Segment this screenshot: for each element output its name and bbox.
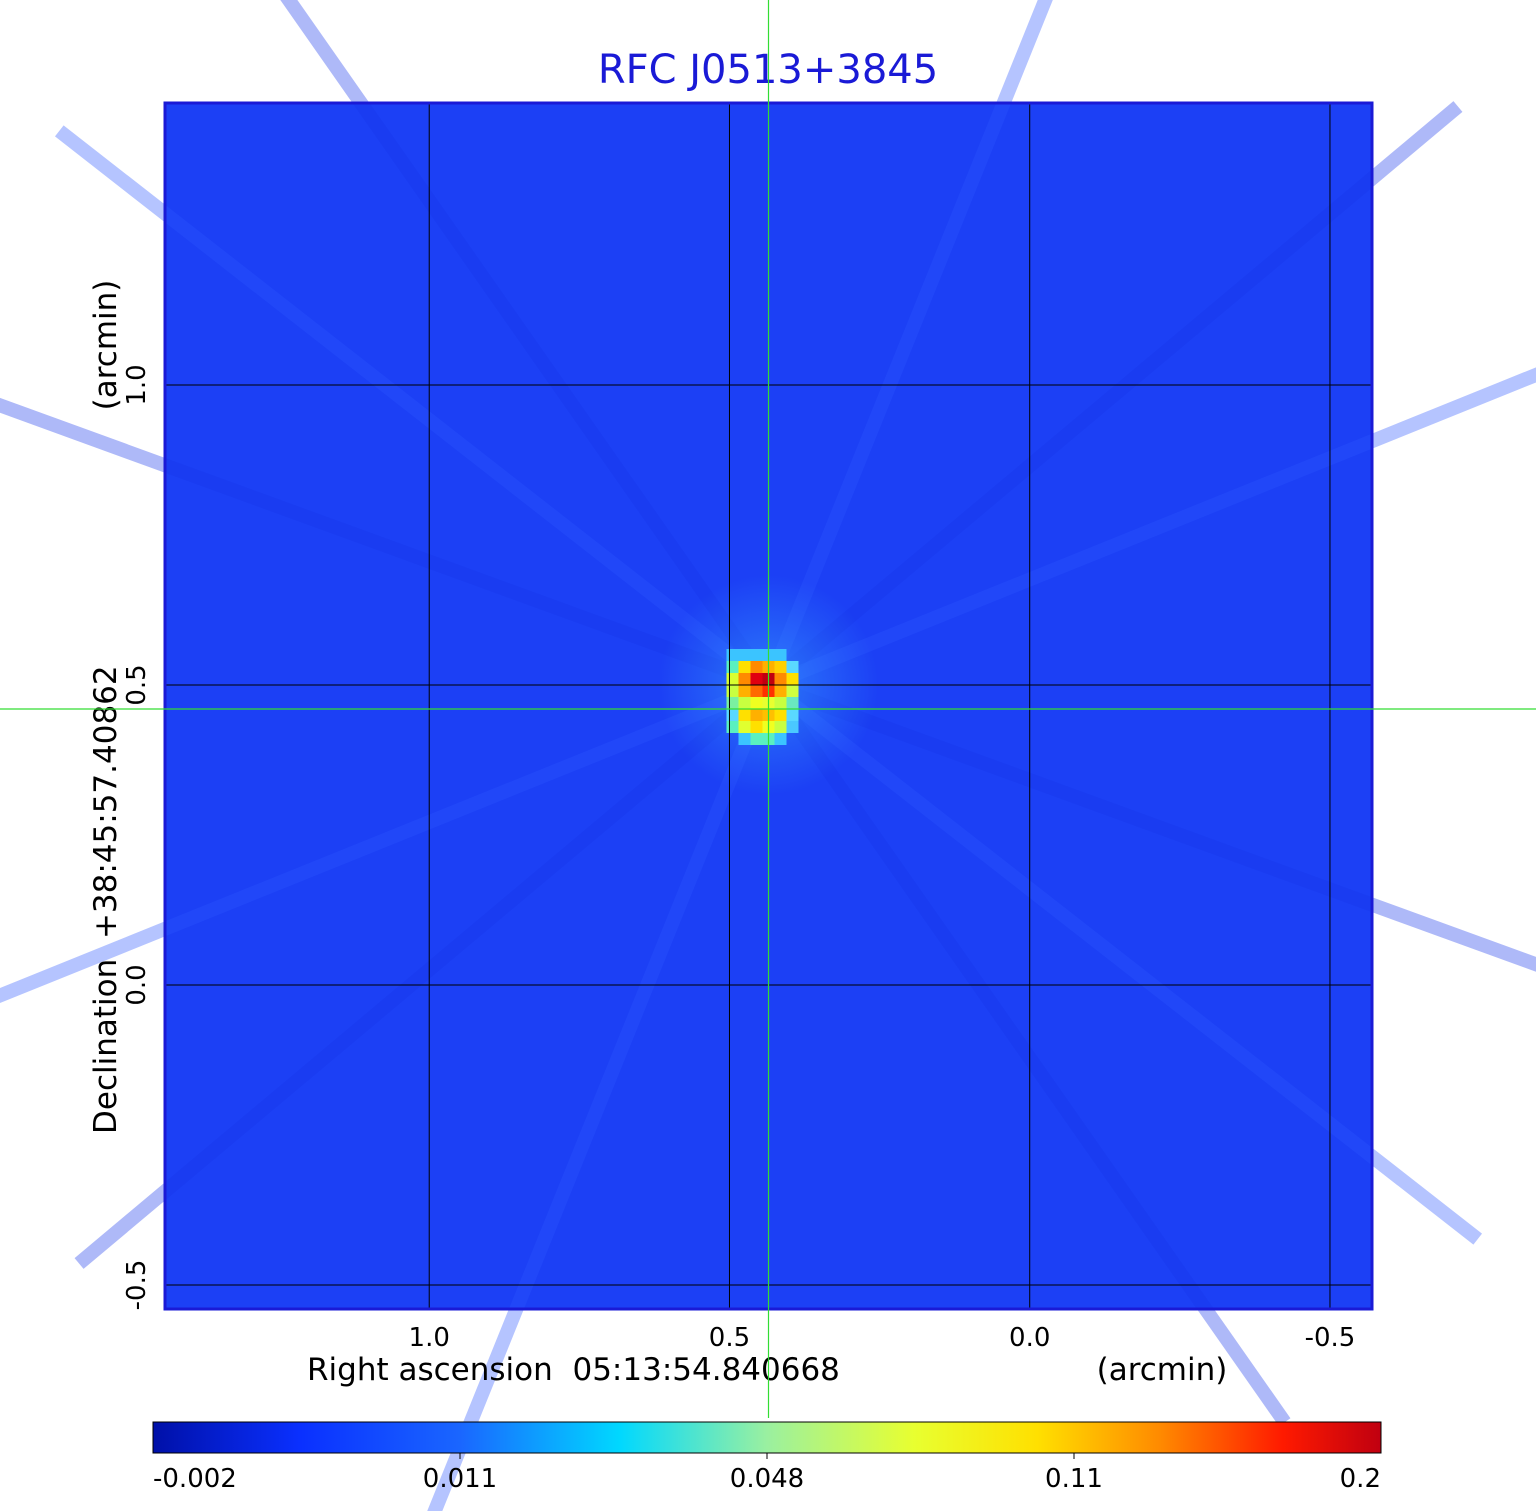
sidelobe-streak: [766, 678, 1536, 972]
sidelobe-streak: [54, 125, 773, 691]
y-tick-label: 0.0: [122, 964, 152, 1005]
sidelobe-streak: [764, 679, 1483, 1245]
source-pixel: [786, 697, 799, 709]
source-pixel: [738, 673, 751, 685]
source-pixel: [750, 649, 763, 661]
source-pixel: [738, 721, 751, 733]
sidelobe-streak: [764, 101, 1463, 691]
source-pixel: [750, 685, 763, 697]
source-pixel: [774, 661, 787, 673]
source-pixel: [786, 685, 799, 697]
colorbar-tick-label: 0.048: [730, 1464, 804, 1494]
source-pixel: [774, 733, 787, 745]
x-axis-unit: (arcmin): [1097, 1352, 1228, 1388]
source-pixel: [738, 709, 751, 721]
sidelobe-streak: [0, 397, 771, 692]
sidelobe-streak: [427, 682, 775, 1511]
source-pixel: [726, 697, 739, 709]
source-pixel: [750, 673, 763, 685]
x-tick-label: -0.5: [1305, 1323, 1356, 1353]
colorbar-tick-label: 0.2: [1340, 1464, 1381, 1494]
source-pixel: [750, 709, 763, 721]
radio-source: [726, 649, 799, 745]
y-tick-labels: 1.0 0.5 0.0 -0.5: [122, 364, 152, 1310]
y-tick-label: 1.0: [122, 364, 152, 405]
source-pixel: [750, 721, 763, 733]
y-axis-label: Declination +38:45:57.40862: [88, 665, 124, 1134]
source-pixel: [774, 685, 787, 697]
source-pixel: [774, 649, 787, 661]
crosshair: [0, 0, 1536, 1418]
source-pixel: [786, 673, 799, 685]
y-axis-unit: (arcmin): [88, 280, 124, 411]
x-axis-label: Right ascension 05:13:54.840668: [307, 1352, 840, 1388]
sidelobe-streak: [762, 680, 1291, 1427]
source-pixel: [750, 661, 763, 673]
source-pixel: [726, 649, 739, 661]
colorbar-tick-label: 0.11: [1045, 1464, 1103, 1494]
y-tick-label: 0.5: [122, 664, 152, 705]
y-tick-label: -0.5: [122, 1260, 152, 1311]
x-tick-label: 0.0: [1009, 1323, 1050, 1353]
colorbar: [152, 1421, 1382, 1454]
sidelobe-streak: [762, 0, 1053, 688]
sidelobe-streak: [280, 0, 775, 690]
source-pixel: [786, 661, 799, 673]
source-pixel: [786, 721, 799, 733]
colorbar-tick-label: -0.002: [153, 1464, 237, 1494]
source-pixel: [726, 709, 739, 721]
x-tick-label: 1.0: [409, 1323, 450, 1353]
source-pixel: [774, 673, 787, 685]
source-pixel: [738, 733, 751, 745]
x-tick-labels: 1.0 0.5 0.0 -0.5: [409, 1323, 1356, 1353]
source-pixel: [726, 721, 739, 733]
sidelobe-streak: [74, 679, 773, 1269]
source-pixel: [774, 709, 787, 721]
source-pixel: [786, 709, 799, 721]
source-pixel: [726, 673, 739, 685]
source-pixel: [774, 697, 787, 709]
source-pixel: [774, 721, 787, 733]
sidelobe-streak: [0, 678, 772, 1004]
source-pixel: [750, 697, 763, 709]
sidelobe-streak: [765, 367, 1536, 692]
source-pixel: [750, 733, 763, 745]
colorbar-tick-labels: -0.002 0.011 0.048 0.11 0.2: [153, 1453, 1381, 1494]
source-pixel: [738, 685, 751, 697]
source-pixel: [738, 697, 751, 709]
source-pixel: [738, 649, 751, 661]
colorbar-tick-label: 0.011: [423, 1464, 497, 1494]
source-pixel: [726, 685, 739, 697]
source-pixel: [726, 661, 739, 673]
source-pixel: [738, 661, 751, 673]
x-tick-label: 0.5: [709, 1323, 750, 1353]
